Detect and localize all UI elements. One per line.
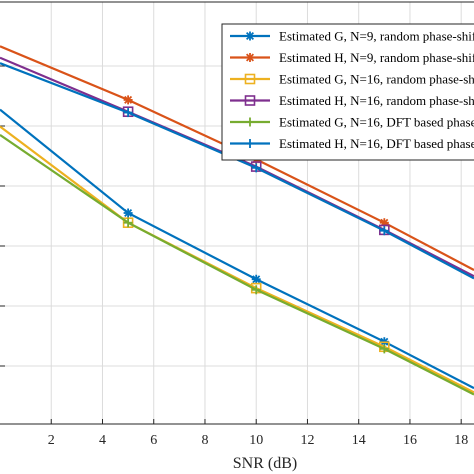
legend-item: Estimated G, N=9, random phase-shift bbox=[230, 29, 474, 44]
x-tick-label: 8 bbox=[201, 433, 208, 448]
x-axis-ticks: 2 4 6 8 10 12 14 16 18 bbox=[48, 419, 468, 448]
x-tick-label: 10 bbox=[249, 433, 263, 448]
legend-item: Estimated G, N=16, DFT based phase-shift bbox=[230, 115, 474, 130]
legend-label: Estimated H, N=16, random phase-shift bbox=[279, 93, 474, 108]
legend-item: Estimated H, N=9, random phase-shift bbox=[230, 50, 474, 65]
x-tick-label: 4 bbox=[99, 433, 106, 448]
data-point bbox=[251, 285, 261, 295]
data-point bbox=[123, 95, 133, 105]
x-tick-label: 2 bbox=[48, 433, 55, 448]
data-point bbox=[251, 163, 261, 173]
data-point bbox=[123, 108, 133, 118]
data-point bbox=[379, 226, 389, 236]
legend-marker bbox=[245, 117, 255, 127]
legend-label: Estimated H, N=16, DFT based phase-shift bbox=[279, 136, 474, 151]
series-group bbox=[0, 45, 474, 396]
data-point bbox=[379, 344, 389, 354]
legend-item: Estimated G, N=16, random phase-shift bbox=[230, 72, 474, 87]
series-5 bbox=[0, 134, 474, 396]
x-tick-label: 12 bbox=[300, 433, 314, 448]
legend-label: Estimated G, N=9, random phase-shift bbox=[279, 29, 474, 44]
legend-marker bbox=[244, 95, 256, 106]
plot-frame bbox=[0, 1, 474, 425]
legend-marker bbox=[245, 53, 255, 62]
legend-marker bbox=[245, 139, 255, 148]
legend-marker bbox=[244, 73, 256, 85]
series-6 bbox=[0, 62, 474, 280]
legend-label: Estimated H, N=9, random phase-shift bbox=[279, 50, 474, 65]
x-tick-label: 14 bbox=[352, 433, 366, 448]
legend-item: Estimated H, N=16, random phase-shift bbox=[230, 93, 474, 108]
legend-label: Estimated G, N=16, random phase-shift bbox=[279, 72, 474, 87]
legend-box bbox=[221, 23, 474, 161]
x-tick-label: 6 bbox=[150, 433, 157, 448]
data-point bbox=[123, 218, 133, 228]
x-tick-label: 16 bbox=[403, 433, 417, 448]
data-point bbox=[123, 208, 133, 218]
data-point bbox=[251, 274, 261, 284]
x-tick-label: 18 bbox=[454, 433, 468, 448]
legend-item: Estimated H, N=16, DFT based phase-shift bbox=[230, 136, 474, 151]
legend: Estimated G, N=9, random phase-shift Esti… bbox=[221, 23, 474, 161]
legend-label: Estimated G, N=16, DFT based phase-shift bbox=[279, 115, 474, 130]
legend-marker bbox=[245, 31, 255, 41]
x-axis-label: SNR (dB) bbox=[233, 455, 297, 472]
